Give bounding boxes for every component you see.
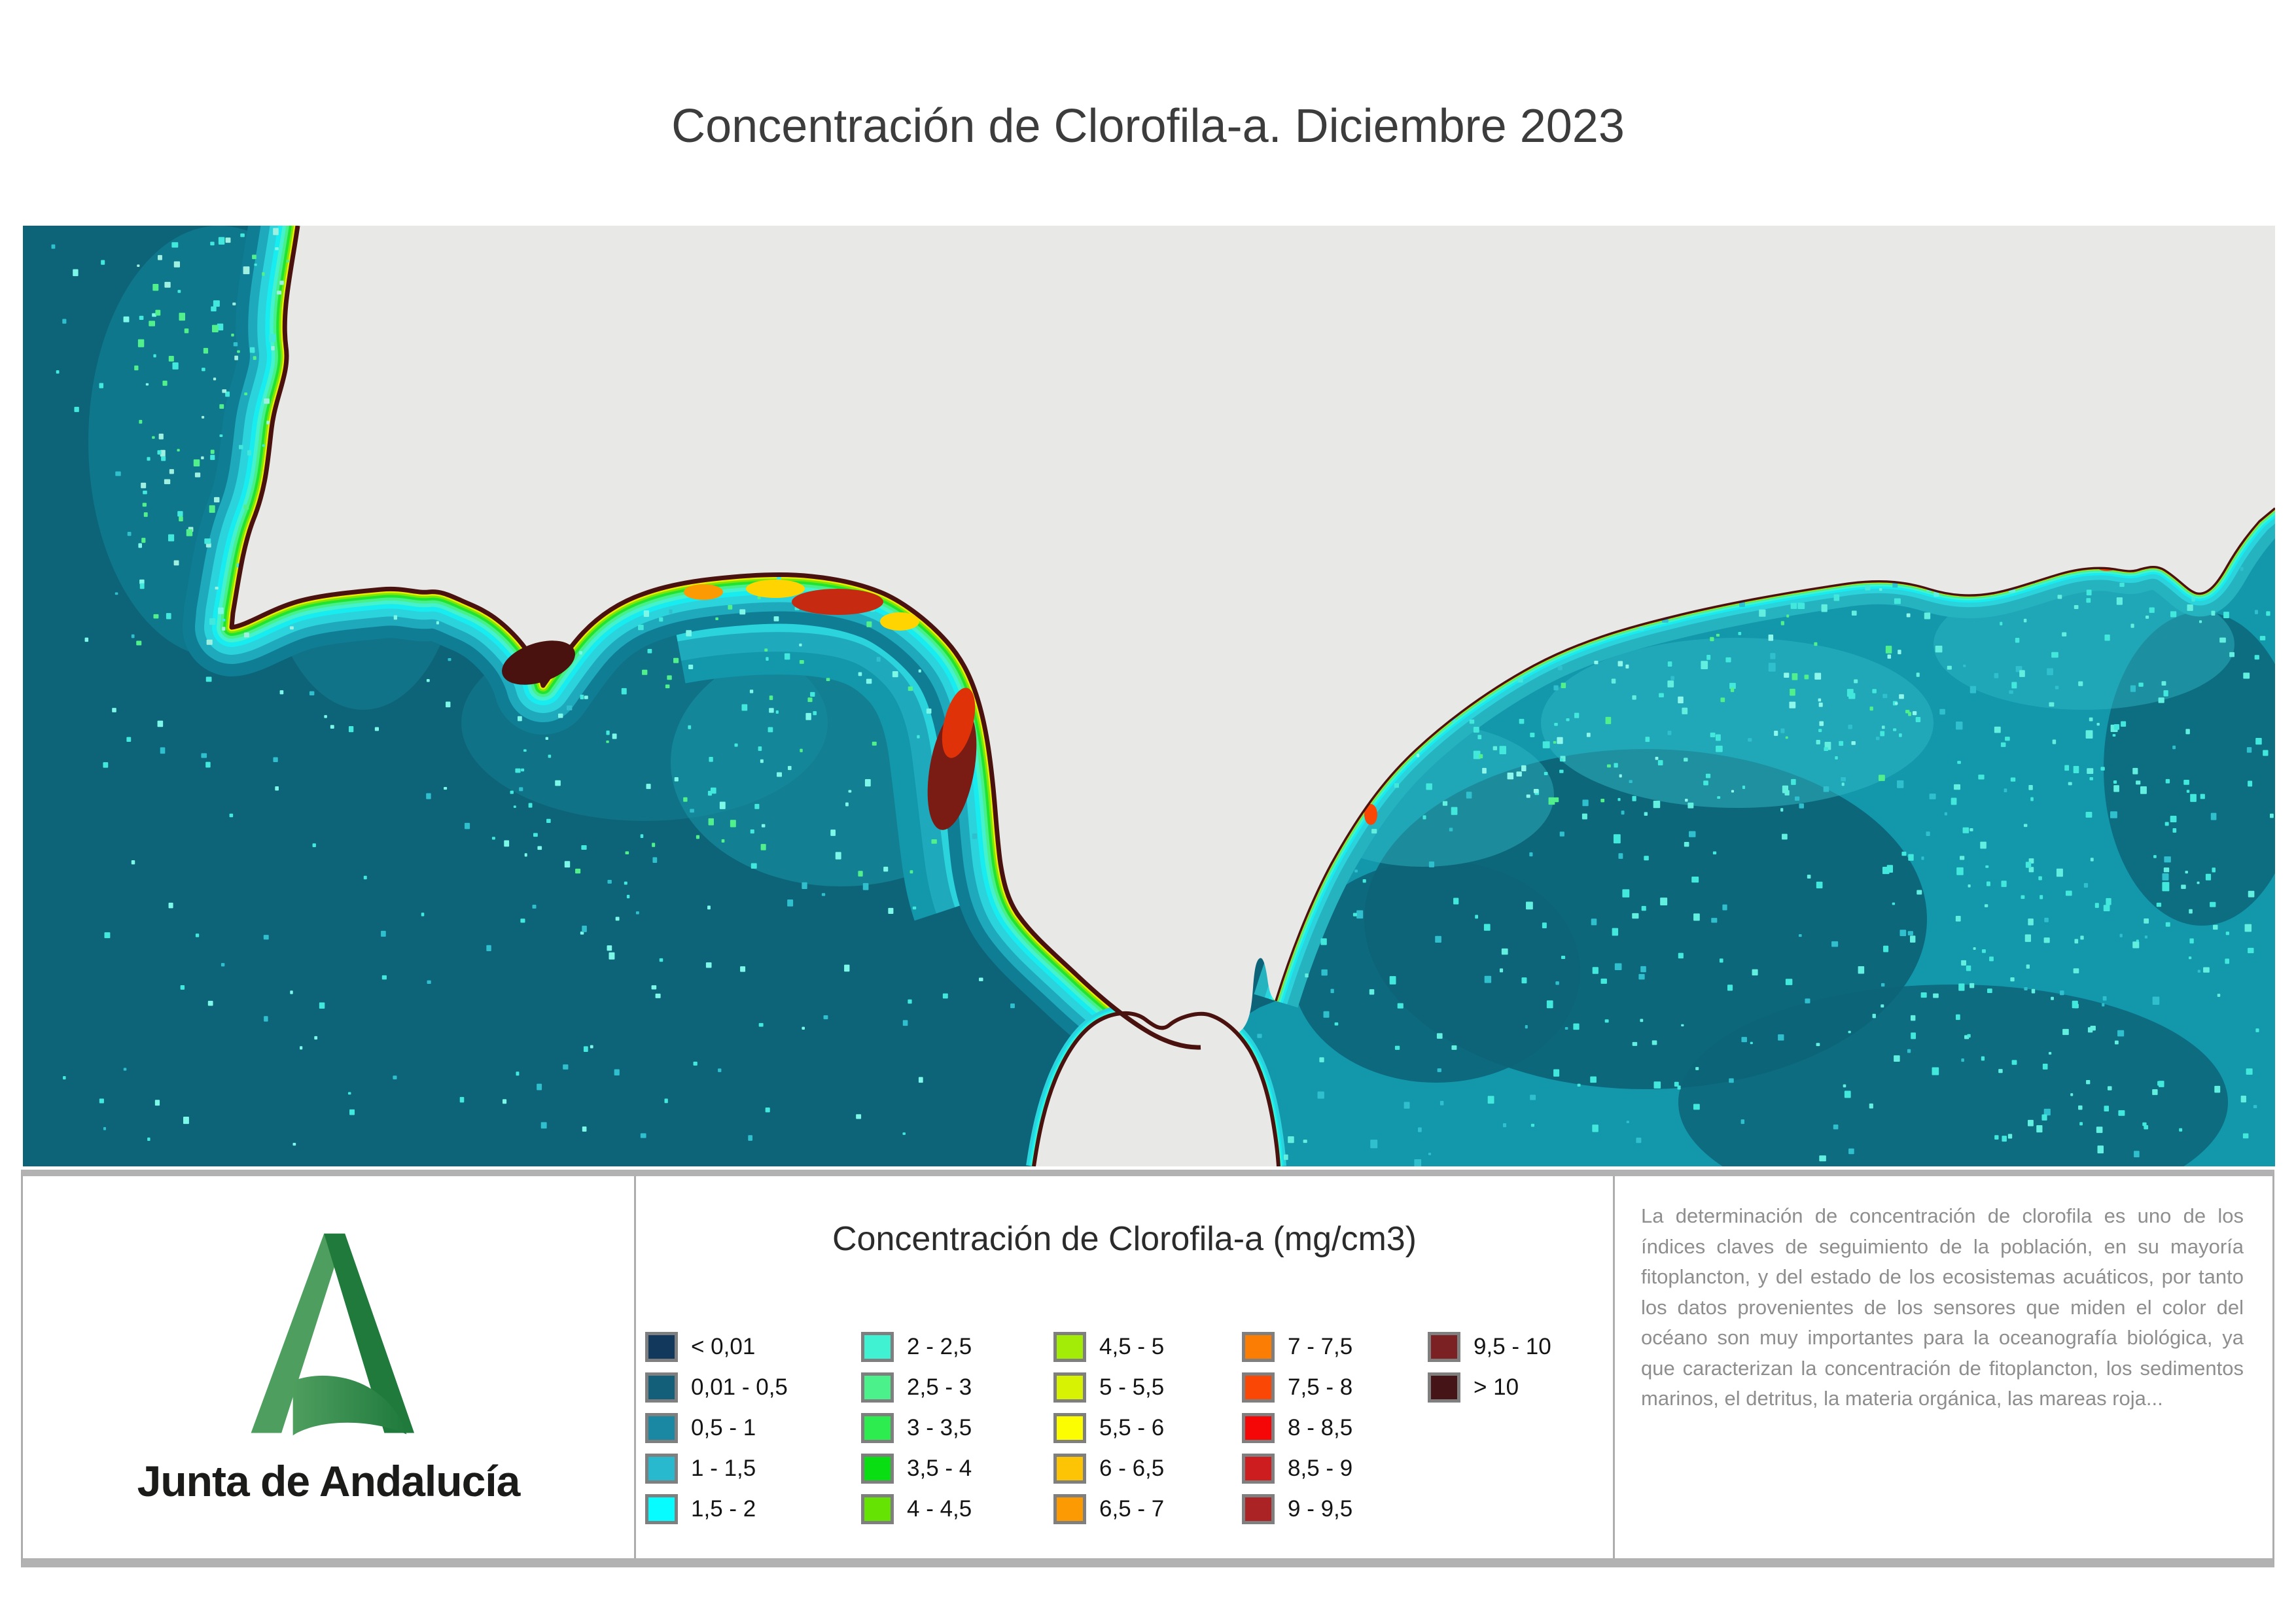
footer-panel: Junta de Andalucía Concentración de Clor… [21, 1170, 2274, 1567]
legend-swatch [1428, 1372, 1460, 1403]
shorelines [229, 226, 2275, 1166]
legend-swatch [1242, 1454, 1275, 1484]
legend-label: 7 - 7,5 [1288, 1334, 1353, 1359]
legend-label: 5,5 - 6 [1099, 1415, 1165, 1440]
legend-label: > 10 [1474, 1374, 1519, 1400]
legend-label: 9 - 9,5 [1288, 1496, 1353, 1522]
legend-item: 5,5 - 6 [1053, 1413, 1242, 1443]
legend-item: 1 - 1,5 [645, 1454, 861, 1484]
legend-swatch [1242, 1494, 1275, 1524]
legend-label: 3 - 3,5 [907, 1415, 972, 1440]
legend-swatch [1053, 1413, 1086, 1443]
description-text: La determinación de concentración de clo… [1641, 1204, 2244, 1410]
legend-grid: < 0,01 0,01 - 0,5 0,5 - 1 1 - 1,5 1,5 - 2 2 -… [645, 1332, 1582, 1535]
legend-item: 3 - 3,5 [861, 1413, 1053, 1443]
page-title: Concentración de Clorofila-a. Diciembre … [671, 100, 1625, 152]
legend-item: 6,5 - 7 [1053, 1494, 1242, 1524]
legend-label: 2 - 2,5 [907, 1334, 972, 1359]
legend-label: 1,5 - 2 [691, 1496, 756, 1522]
legend-item: 8 - 8,5 [1242, 1413, 1428, 1443]
legend-swatch [861, 1413, 894, 1443]
logo-cell: Junta de Andalucía [23, 1176, 636, 1558]
legend-swatch [645, 1372, 678, 1403]
legend-swatch [861, 1454, 894, 1484]
legend-label: < 0,01 [691, 1334, 756, 1359]
legend-swatch [861, 1372, 894, 1403]
legend-label: 0,01 - 0,5 [691, 1374, 788, 1400]
legend-item: 9 - 9,5 [1242, 1494, 1428, 1524]
legend-swatch [1242, 1413, 1275, 1443]
junta-andalucia-logo [251, 1233, 415, 1436]
legend-item: 2,5 - 3 [861, 1372, 1053, 1403]
faro-lagoon-patch [502, 640, 575, 685]
logo-caption: Junta de Andalucía [137, 1457, 521, 1505]
logo-right-leg [324, 1233, 415, 1433]
legend-swatch [1053, 1332, 1086, 1362]
legend-label: 8 - 8,5 [1288, 1415, 1353, 1440]
legend-swatch [1053, 1372, 1086, 1403]
legend-column: 9,5 - 10 > 10 [1428, 1332, 1582, 1535]
legend-title: Concentración de Clorofila-a (mg/cm3) [832, 1220, 1417, 1258]
legend-item: 6 - 6,5 [1053, 1454, 1242, 1484]
legend-swatch [645, 1332, 678, 1362]
legend-cell: Concentración de Clorofila-a (mg/cm3) < … [636, 1176, 1615, 1558]
logo-left-leg [251, 1233, 345, 1433]
legend-swatch [645, 1494, 678, 1524]
legend-item: 7 - 7,5 [1242, 1332, 1428, 1362]
legend-label: 6 - 6,5 [1099, 1456, 1165, 1481]
legend-swatch [1428, 1332, 1460, 1362]
legend-label: 8,5 - 9 [1288, 1456, 1353, 1481]
legend-item: 4 - 4,5 [861, 1494, 1053, 1524]
legend-column: < 0,01 0,01 - 0,5 0,5 - 1 1 - 1,5 1,5 - 2 [645, 1332, 861, 1535]
legend-label: 4,5 - 5 [1099, 1334, 1165, 1359]
legend-swatch [861, 1332, 894, 1362]
legend-swatch [645, 1454, 678, 1484]
legend-item: 1,5 - 2 [645, 1494, 861, 1524]
description-cell: La determinación de concentración de clo… [1615, 1176, 2272, 1558]
legend-item: < 0,01 [645, 1332, 861, 1362]
legend-item: 8,5 - 9 [1242, 1454, 1428, 1484]
legend-label: 1 - 1,5 [691, 1456, 756, 1481]
legend-swatch [861, 1494, 894, 1524]
legend-column: 2 - 2,5 2,5 - 3 3 - 3,5 3,5 - 4 4 - 4,5 [861, 1332, 1053, 1535]
legend-label: 9,5 - 10 [1474, 1334, 1551, 1359]
legend-item: 4,5 - 5 [1053, 1332, 1242, 1362]
legend-column: 7 - 7,5 7,5 - 8 8 - 8,5 8,5 - 9 9 - 9,5 [1242, 1332, 1428, 1535]
legend-swatch [645, 1413, 678, 1443]
legend-item: > 10 [1428, 1372, 1582, 1403]
legend-item: 9,5 - 10 [1428, 1332, 1582, 1362]
legend-label: 5 - 5,5 [1099, 1374, 1165, 1400]
legend-label: 0,5 - 1 [691, 1415, 756, 1440]
legend-swatch [1242, 1332, 1275, 1362]
legend-swatch [1053, 1494, 1086, 1524]
legend-label: 4 - 4,5 [907, 1496, 972, 1522]
legend-item: 0,5 - 1 [645, 1413, 861, 1443]
map-svg [23, 226, 2275, 1166]
logo-swoosh [292, 1375, 407, 1436]
legend-label: 6,5 - 7 [1099, 1496, 1165, 1522]
legend-column: 4,5 - 5 5 - 5,5 5,5 - 6 6 - 6,5 6,5 - 7 [1053, 1332, 1242, 1535]
legend-item: 7,5 - 8 [1242, 1372, 1428, 1403]
legend-item: 0,01 - 0,5 [645, 1372, 861, 1403]
chlorophyll-map [23, 226, 2275, 1166]
legend-label: 2,5 - 3 [907, 1374, 972, 1400]
legend-swatch [1053, 1454, 1086, 1484]
legend-item: 5 - 5,5 [1053, 1372, 1242, 1403]
legend-item: 3,5 - 4 [861, 1454, 1053, 1484]
legend-label: 7,5 - 8 [1288, 1374, 1353, 1400]
legend-swatch [1242, 1372, 1275, 1403]
legend-label: 3,5 - 4 [907, 1456, 972, 1481]
legend-item: 2 - 2,5 [861, 1332, 1053, 1362]
